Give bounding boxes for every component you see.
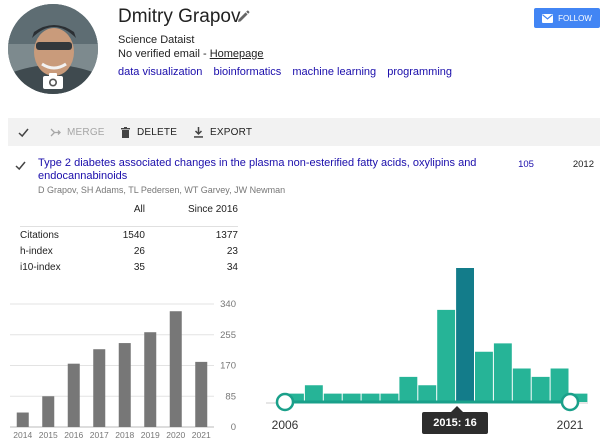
stats-row-label: i10-index <box>20 262 61 273</box>
histogram-bar <box>550 368 569 402</box>
citation-bar <box>195 361 208 427</box>
x-tick-label: 2014 <box>13 430 32 440</box>
histogram-bar <box>304 385 323 402</box>
histogram-bar <box>569 393 588 402</box>
y-tick-label: 0 <box>231 422 236 433</box>
publication-year: 2012 <box>572 159 594 170</box>
citation-bar <box>118 343 131 427</box>
citations-per-year-chart: 340 255 170 85 0 2014 2015 2016 2017 2018 2019 2020… <box>10 299 236 440</box>
histogram-bar <box>531 376 550 402</box>
citation-bar <box>144 332 157 427</box>
publication-select-checkbox[interactable] <box>15 160 26 171</box>
interest-link-data-visualization[interactable]: data visualization <box>118 66 203 78</box>
stats-row-all: 26 <box>133 246 145 257</box>
stats-row-since: 23 <box>226 246 238 257</box>
export-button[interactable]: EXPORT <box>193 118 252 146</box>
y-tick-label: 255 <box>220 330 236 341</box>
histogram-bar <box>512 368 531 402</box>
histogram-bar <box>475 351 493 402</box>
stats-row-i10-index: i10-index 35 34 <box>20 262 238 278</box>
edit-pencil-icon[interactable] <box>236 10 250 24</box>
delete-label: DELETE <box>137 126 178 138</box>
camera-icon[interactable] <box>42 72 64 90</box>
profile-email: No verified email - Homepage <box>118 48 264 60</box>
merge-icon <box>50 128 61 136</box>
research-interests: data visualization bioinformatics machin… <box>118 66 460 78</box>
stats-row-h-index: h-index 26 23 <box>20 246 238 262</box>
delete-button[interactable]: DELETE <box>120 118 177 146</box>
y-tick-label: 340 <box>220 299 236 310</box>
histogram-bar-highlighted <box>456 268 474 402</box>
publication-title-link[interactable]: Type 2 diabetes associated changes in th… <box>38 157 477 182</box>
stats-row-since: 34 <box>226 262 238 273</box>
profile-photo[interactable] <box>8 4 98 94</box>
citation-histogram-range-chart: 2006 2021 <box>266 268 588 432</box>
citation-bar <box>42 396 55 427</box>
publication-authors: D Grapov, SH Adams, TL Pedersen, WT Garv… <box>38 185 286 195</box>
histogram-tooltip: 2015: 16 <box>422 412 488 434</box>
histogram-bar <box>342 393 361 402</box>
export-label: EXPORT <box>210 126 253 138</box>
follow-label: FOLLOW <box>558 13 592 23</box>
x-tick-label: 2021 <box>192 430 211 440</box>
stats-row-since: 1377 <box>215 230 238 241</box>
stats-header-all: All <box>133 204 145 215</box>
action-toolbar: MERGE DELETE EXPORT <box>8 118 600 146</box>
x-tick-label: 2018 <box>115 430 134 440</box>
stats-header-row: All Since 2016 <box>20 203 238 227</box>
histogram-bar <box>323 393 342 402</box>
follow-button[interactable]: FOLLOW <box>534 8 600 28</box>
x-tick-label: 2019 <box>141 430 160 440</box>
publication-cited-by-link[interactable]: 105 <box>518 159 534 170</box>
homepage-link[interactable]: Homepage <box>209 48 264 60</box>
histogram-bar <box>361 393 380 402</box>
citation-bar <box>169 311 182 427</box>
citation-bar <box>67 363 80 427</box>
select-all-checkbox[interactable] <box>18 118 29 146</box>
interest-link-machine-learning[interactable]: machine learning <box>292 66 377 78</box>
y-tick-label: 170 <box>220 361 236 372</box>
envelope-icon <box>542 13 554 23</box>
trash-icon <box>121 126 130 138</box>
stats-row-label: Citations <box>20 230 59 241</box>
histogram-bar <box>399 376 418 402</box>
histogram-bar <box>286 393 304 402</box>
x-tick-label: 2016 <box>64 430 83 440</box>
citation-bar <box>16 412 29 427</box>
range-start-label: 2006 <box>272 418 299 432</box>
stats-row-citations: Citations 1540 1377 <box>20 230 238 246</box>
x-tick-label: 2015 <box>39 430 58 440</box>
range-start-handle[interactable] <box>275 392 295 412</box>
stats-row-label: h-index <box>20 246 53 257</box>
stats-header-since: Since 2016 <box>187 204 238 215</box>
profile-affiliation: Science Dataist <box>118 34 195 46</box>
checkmark-icon <box>18 128 29 137</box>
histogram-bar <box>418 385 437 402</box>
stats-row-all: 35 <box>133 262 145 273</box>
histogram-bar <box>380 393 399 402</box>
profile-name: Dmitry Grapov <box>118 6 241 27</box>
tooltip-arrow <box>451 406 463 412</box>
histogram-bar <box>493 343 512 402</box>
citation-stats-table: All Since 2016 Citations 1540 1377 h-ind… <box>20 203 238 278</box>
merge-label: MERGE <box>67 126 105 138</box>
x-tick-label: 2017 <box>90 430 109 440</box>
histogram-bar <box>437 309 456 402</box>
range-end-handle[interactable] <box>560 392 580 412</box>
citation-bar <box>93 349 106 427</box>
y-tick-label: 85 <box>225 391 236 402</box>
range-end-label: 2021 <box>557 418 584 432</box>
x-tick-label: 2020 <box>166 430 185 440</box>
interest-link-programming[interactable]: programming <box>387 66 453 78</box>
interest-link-bioinformatics[interactable]: bioinformatics <box>213 66 282 78</box>
merge-button[interactable]: MERGE <box>50 118 105 146</box>
email-status-text: No verified email - <box>118 48 210 60</box>
download-icon <box>194 126 203 138</box>
stats-row-all: 1540 <box>122 230 145 241</box>
